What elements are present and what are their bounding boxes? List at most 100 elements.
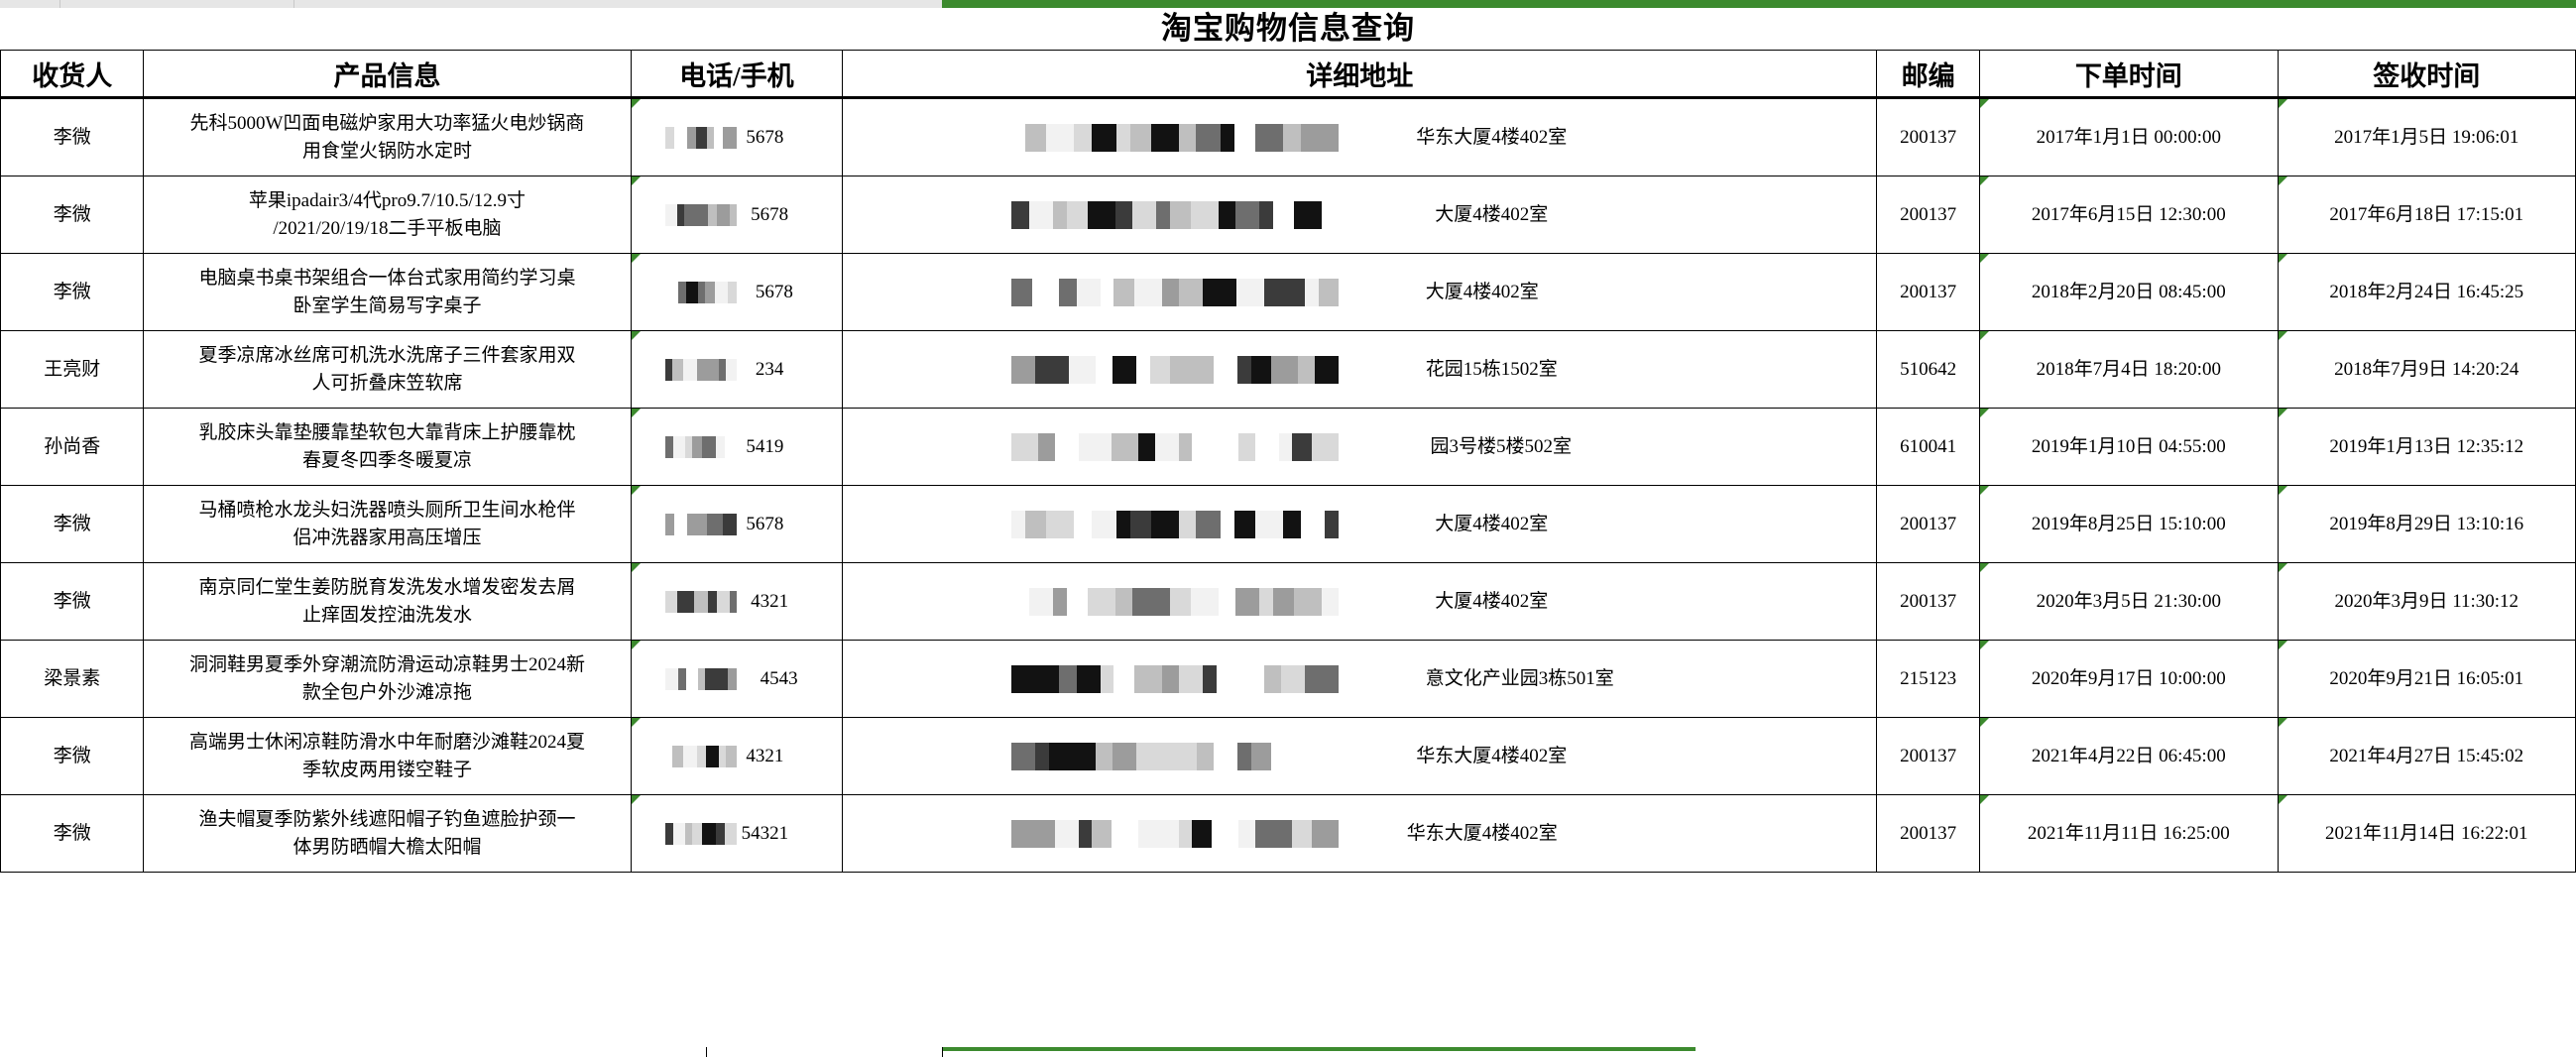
address-prefix: 上海市浦东 [1161, 822, 1256, 844]
cell-recipient[interactable]: 李微 [0, 562, 145, 641]
cell-receive-time[interactable]: 2019年8月29日 13:10:16 [2277, 485, 2576, 563]
cell-address[interactable]: 上海市浦东新 华东大厦4楼402室 [842, 717, 1878, 795]
cell-recipient[interactable]: 李微 [0, 176, 145, 254]
table-row[interactable]: 孙尚香 乳胶床头靠垫腰靠垫软包大靠背床上护腰靠枕 春夏冬四季冬暖夏凉 14 5419 成… [0, 408, 2576, 486]
table-row[interactable]: 李微 渔夫帽夏季防紫外线遮阳帽子钓鱼遮脸护颈一 体男防晒帽大檐太阳帽 18 54321… [0, 794, 2576, 873]
cell-phone[interactable]: 1391 5678 [630, 253, 844, 331]
cell-receive-time[interactable]: 2021年11月14日 16:22:01 [2277, 794, 2576, 873]
cell-zip[interactable]: 200137 [1876, 794, 1981, 873]
table-row[interactable]: 李微 高端男士休闲凉鞋防滑水中年耐磨沙滩鞋2024夏 季软皮两用镂空鞋子 18 432… [0, 717, 2576, 795]
cell-product-info[interactable]: 苹果ipadair3/4代pro9.7/10.5/12.9寸/2021/20/1… [143, 176, 632, 254]
cell-zip[interactable]: 200137 [1876, 717, 1981, 795]
cell-receive-time[interactable]: 2019年1月13日 12:35:12 [2277, 408, 2576, 486]
table-row[interactable]: 李微 电脑桌书桌书架组合一体台式家用简约学习桌 卧室学生简易写字桌子 1391 567… [0, 253, 2576, 331]
cell-phone[interactable]: 139 5678 [630, 176, 844, 254]
cell-recipient[interactable]: 李微 [0, 253, 145, 331]
column-header-zip[interactable]: 邮编 [1876, 50, 1981, 99]
cell-receive-time[interactable]: 2017年6月18日 17:15:01 [2277, 176, 2576, 254]
cell-product-info[interactable]: 电脑桌书桌书架组合一体台式家用简约学习桌 卧室学生简易写字桌子 [143, 253, 632, 331]
table-row[interactable]: 李微 苹果ipadair3/4代pro9.7/10.5/12.9寸/2021/20… [0, 176, 2576, 254]
cell-product-info[interactable]: 南京同仁堂生姜防脱育发洗发水增发密发去屑 止痒固发控油洗发水 [143, 562, 632, 641]
cell-zip[interactable]: 200137 [1876, 485, 1981, 563]
address-prefix: 上海市浦东新 [1171, 203, 1285, 225]
table-row[interactable]: 李微 先科5000W凹面电磁炉家用大功率猛火电炒锅商 用食堂火锅防水定时 13 567… [0, 97, 2576, 176]
product-line-1: 高端男士休闲凉鞋防滑水中年耐磨沙滩鞋2024夏 [188, 731, 585, 753]
cell-phone[interactable]: 189 4321 [630, 562, 844, 641]
cell-order-time[interactable]: 2021年11月11日 16:25:00 [1979, 794, 2279, 873]
cell-zip[interactable]: 200137 [1876, 253, 1981, 331]
cell-product-info[interactable]: 先科5000W凹面电磁炉家用大功率猛火电炒锅商 用食堂火锅防水定时 [143, 97, 632, 176]
cell-address[interactable]: 上海市浦东 大厦4楼402室 [842, 253, 1878, 331]
cell-address[interactable]: 成都市武侯区高 园3号楼5楼502室 [842, 408, 1878, 486]
product-line-2: 卧室学生简易写字桌子 [293, 294, 482, 316]
cell-product-info[interactable]: 马桶喷枪水龙头妇洗器喷头厕所卫生间水枪伴 侣冲洗器家用高压增压 [143, 485, 632, 563]
table-row[interactable]: 王亮财 夏季凉席冰丝席可机洗水洗席子三件套家用双 人可折叠床笠软席 136 234 广州… [0, 330, 2576, 409]
phone-suffix: 4543 [760, 667, 798, 689]
cell-recipient[interactable]: 李微 [0, 97, 145, 176]
cell-recipient[interactable]: 王亮财 [0, 330, 145, 409]
column-header-received[interactable]: 签收时间 [2277, 50, 2576, 99]
cell-receive-time[interactable]: 2020年3月9日 11:30:12 [2277, 562, 2576, 641]
cell-phone[interactable]: 14 5419 [630, 408, 844, 486]
cell-product-info[interactable]: 高端男士休闲凉鞋防滑水中年耐磨沙滩鞋2024夏 季软皮两用镂空鞋子 [143, 717, 632, 795]
cell-address[interactable]: 上海市浦东新 华东大厦4楼402室 [842, 97, 1878, 176]
cell-phone[interactable]: 13 5678 [630, 485, 844, 563]
cell-zip[interactable]: 510642 [1876, 330, 1981, 409]
cell-address[interactable]: 上海市浦东新 大厦4楼402室 [842, 485, 1878, 563]
cell-address[interactable]: 广州市天河区 花园15栋1502室 [842, 330, 1878, 409]
cell-address[interactable]: 上海市浦东新 大厦4楼402室 [842, 562, 1878, 641]
cell-recipient[interactable]: 李微 [0, 794, 145, 873]
cell-receive-time[interactable]: 2018年7月9日 14:20:24 [2277, 330, 2576, 409]
comment-flag-icon [631, 641, 641, 649]
spreadsheet-chrome-strip [0, 0, 2576, 8]
cell-order-time[interactable]: 2019年1月10日 04:55:00 [1979, 408, 2279, 486]
address-prefix: 广州市天河区 [1161, 358, 1275, 380]
table-row[interactable]: 梁景素 洞洞鞋男夏季外穿潮流防滑运动凉鞋男士2024新 款全包户外沙滩凉拖 15822… [0, 640, 2576, 718]
cell-order-time[interactable]: 2017年1月1日 00:00:00 [1979, 97, 2279, 176]
comment-flag-icon [1980, 718, 1990, 727]
cell-order-time[interactable]: 2020年9月17日 10:00:00 [1979, 640, 2279, 718]
cell-receive-time[interactable]: 2021年4月27日 15:45:02 [2277, 717, 2576, 795]
cell-recipient[interactable]: 李微 [0, 485, 145, 563]
cell-order-time[interactable]: 2018年7月4日 18:20:00 [1979, 330, 2279, 409]
column-header-phone[interactable]: 电话/手机 [630, 50, 844, 99]
cell-zip[interactable]: 610041 [1876, 408, 1981, 486]
cell-product-info[interactable]: 乳胶床头靠垫腰靠垫软包大靠背床上护腰靠枕 春夏冬四季冬暖夏凉 [143, 408, 632, 486]
cell-recipient[interactable]: 李微 [0, 717, 145, 795]
column-header-address[interactable]: 详细地址 [842, 50, 1878, 99]
cell-phone[interactable]: 13 5678 [630, 97, 844, 176]
cell-phone[interactable]: 15822 4543 [630, 640, 844, 718]
cell-zip[interactable]: 200137 [1876, 176, 1981, 254]
column-header-ordered[interactable]: 下单时间 [1979, 50, 2279, 99]
comment-flag-icon [2278, 563, 2287, 572]
cell-receive-time[interactable]: 2017年1月5日 19:06:01 [2277, 97, 2576, 176]
column-header-product[interactable]: 产品信息 [143, 50, 632, 99]
phone-prefix: 136 [689, 358, 718, 380]
cell-order-time[interactable]: 2018年2月20日 08:45:00 [1979, 253, 2279, 331]
cell-recipient[interactable]: 孙尚香 [0, 408, 145, 486]
cell-order-time[interactable]: 2019年8月25日 15:10:00 [1979, 485, 2279, 563]
cell-receive-time[interactable]: 2020年9月21日 16:05:01 [2277, 640, 2576, 718]
cell-order-time[interactable]: 2017年6月15日 12:30:00 [1979, 176, 2279, 254]
cell-zip[interactable]: 200137 [1876, 562, 1981, 641]
cell-address[interactable]: 上海市浦东 华东大厦4楼402室 [842, 794, 1878, 873]
column-header-recipient[interactable]: 收货人 [0, 50, 145, 99]
cell-address[interactable]: 上海市浦东新 大厦4楼402室 [842, 176, 1878, 254]
cell-receive-time[interactable]: 2018年2月24日 16:45:25 [2277, 253, 2576, 331]
cell-zip[interactable]: 215123 [1876, 640, 1981, 718]
cell-product-info[interactable]: 渔夫帽夏季防紫外线遮阳帽子钓鱼遮脸护颈一 体男防晒帽大檐太阳帽 [143, 794, 632, 873]
cell-order-time[interactable]: 2020年3月5日 21:30:00 [1979, 562, 2279, 641]
cell-phone[interactable]: 18 54321 [630, 794, 844, 873]
cell-phone[interactable]: 18 4321 [630, 717, 844, 795]
cell-product-info[interactable]: 夏季凉席冰丝席可机洗水洗席子三件套家用双 人可折叠床笠软席 [143, 330, 632, 409]
table-row[interactable]: 李微 马桶喷枪水龙头妇洗器喷头厕所卫生间水枪伴 侣冲洗器家用高压增压 13 5678 上… [0, 485, 2576, 563]
table-row[interactable]: 李微 南京同仁堂生姜防脱育发洗发水增发密发去屑 止痒固发控油洗发水 189 4321 上… [0, 562, 2576, 641]
cell-order-time[interactable]: 2021年4月22日 06:45:00 [1979, 717, 2279, 795]
cell-product-info[interactable]: 洞洞鞋男夏季外穿潮流防滑运动凉鞋男士2024新 款全包户外沙滩凉拖 [143, 640, 632, 718]
sheet-bottom-strip [0, 1047, 2576, 1057]
cell-zip[interactable]: 200137 [1876, 97, 1981, 176]
cell-phone[interactable]: 136 234 [630, 330, 844, 409]
purchase-table: 收货人 产品信息 电话/手机 详细地址 邮编 下单时间 签收时间 李微 先科500… [0, 50, 2576, 873]
cell-recipient[interactable]: 梁景素 [0, 640, 145, 718]
cell-address[interactable]: 苏州市工业园区星港 意文化产业园3栋501室 [842, 640, 1878, 718]
